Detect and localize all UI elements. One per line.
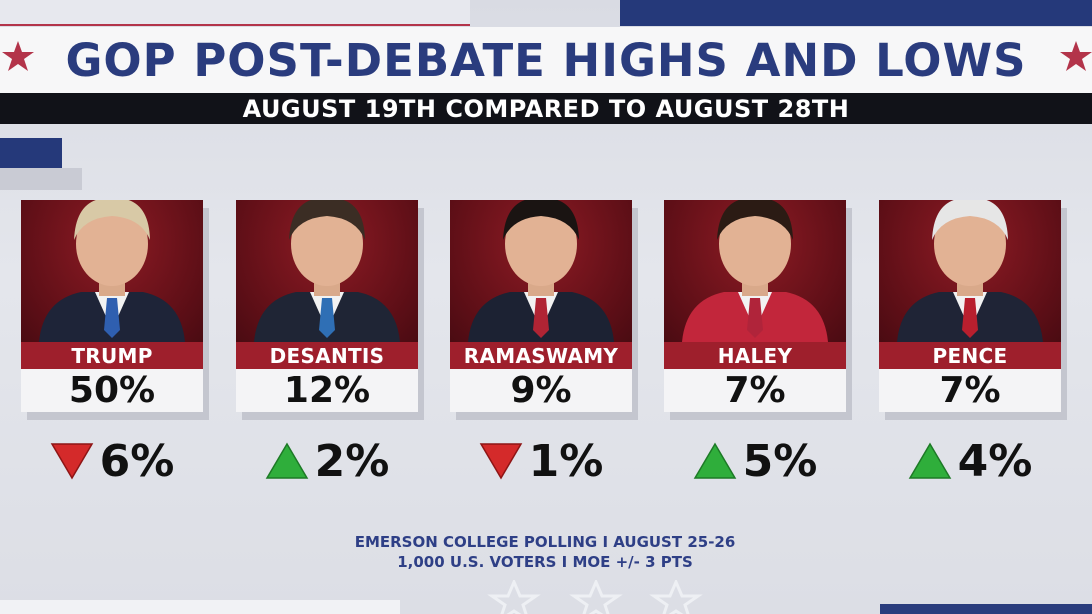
bottom-light-strip — [0, 600, 400, 614]
poll-share-label: 50% — [21, 369, 203, 412]
change-value: 1% — [528, 435, 604, 487]
top-accent-strip — [0, 0, 470, 26]
candidate-name: RAMASWAMY — [450, 342, 632, 369]
poll-share-label: 12% — [236, 369, 418, 412]
change-value: 6% — [99, 435, 175, 487]
candidate-card: DESANTIS 12% — [236, 200, 418, 412]
top-navy-bar — [620, 0, 1092, 26]
triangle-up-icon — [265, 442, 308, 479]
triangle-up-icon — [908, 442, 951, 479]
change-indicator: 6% — [21, 435, 203, 487]
star-icon — [1060, 41, 1092, 71]
chart-subtitle: AUGUST 19TH COMPARED TO AUGUST 28TH — [242, 94, 850, 123]
candidate-photo — [21, 200, 203, 342]
star-icon — [2, 41, 34, 71]
candidate-card: HALEY 7% — [664, 200, 846, 412]
triangle-down-icon — [50, 443, 93, 480]
change-value: 4% — [957, 435, 1033, 487]
candidate-photo — [879, 200, 1061, 342]
title-bar: GOP POST-DEBATE HIGHS AND LOWS — [0, 27, 1092, 93]
candidate-card: RAMASWAMY 9% — [450, 200, 632, 412]
triangle-up-icon — [693, 442, 736, 479]
decorative-stars — [487, 580, 703, 614]
change-indicator: 5% — [664, 435, 846, 487]
source-line-2: 1,000 U.S. VOTERS I MOE +/- 3 PTS — [397, 553, 693, 571]
poll-share-label: 7% — [664, 369, 846, 412]
subtitle-bar: AUGUST 19TH COMPARED TO AUGUST 28TH — [0, 93, 1092, 124]
candidate-name: HALEY — [664, 342, 846, 369]
change-indicator: 2% — [236, 435, 418, 487]
source-note: EMERSON COLLEGE POLLING I AUGUST 25-26 1… — [300, 532, 790, 572]
candidate-name: TRUMP — [21, 342, 203, 369]
candidate-photo — [236, 200, 418, 342]
candidate-name: DESANTIS — [236, 342, 418, 369]
bottom-navy-strip — [880, 604, 1092, 614]
candidate-card: TRUMP 50% — [21, 200, 203, 412]
triangle-down-icon — [479, 443, 522, 480]
source-line-1: EMERSON COLLEGE POLLING I AUGUST 25-26 — [354, 533, 736, 551]
candidate-card: PENCE 7% — [879, 200, 1061, 412]
poll-share-label: 7% — [879, 369, 1061, 412]
left-shadow-block — [0, 168, 82, 190]
change-value: 2% — [314, 435, 390, 487]
left-navy-block — [0, 138, 62, 168]
change-indicator: 1% — [450, 435, 632, 487]
chart-title: GOP POST-DEBATE HIGHS AND LOWS — [65, 33, 1027, 87]
poll-share-label: 9% — [450, 369, 632, 412]
candidate-name: PENCE — [879, 342, 1061, 369]
candidate-photo — [664, 200, 846, 342]
change-value: 5% — [742, 435, 818, 487]
change-indicator: 4% — [879, 435, 1061, 487]
candidate-photo — [450, 200, 632, 342]
